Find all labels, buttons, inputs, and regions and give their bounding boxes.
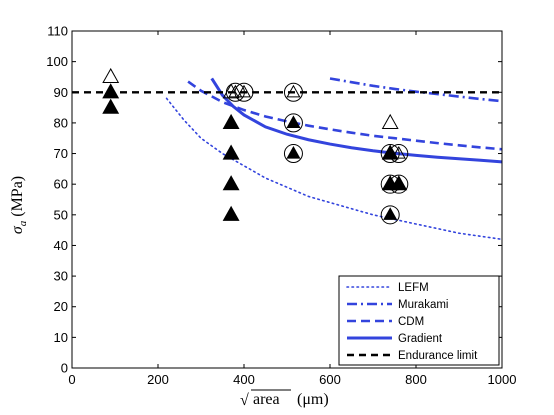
y-tick-label: 100 [46, 54, 68, 69]
y-axis-title: σa (MPa) [9, 176, 29, 234]
open-triangle-marker [286, 84, 301, 98]
y-axis-symbol: σ [9, 225, 26, 234]
series-murakami [329, 77, 502, 103]
x-axis-unit: (μm) [297, 391, 329, 408]
filled-triangle-marker [222, 175, 240, 191]
y-axis-subscript: a [17, 220, 29, 226]
circle-marker [380, 144, 400, 164]
y-tick-label: 90 [54, 85, 68, 100]
legend-label-lefm: LEFM [398, 282, 429, 294]
y-tick-label: 50 [54, 207, 68, 222]
open-triangle-marker [228, 84, 243, 98]
x-tick-label: 200 [147, 372, 169, 387]
circle-marker [283, 113, 303, 133]
marker-layer [102, 67, 409, 225]
y-tick-label: 30 [54, 269, 68, 284]
filled-triangle-marker [222, 144, 240, 160]
legend-label-cdm: CDM [398, 316, 424, 328]
filled-triangle-marker [222, 205, 240, 221]
legend-label-murakami: Murakami [398, 299, 448, 311]
open-triangle-marker [236, 84, 252, 98]
legend-label-gradient: Gradient [398, 333, 443, 345]
y-tick-label: 10 [54, 330, 68, 345]
circle-marker [234, 82, 254, 102]
open-triangle-marker [222, 83, 240, 99]
circle-marker [225, 82, 245, 102]
series-cdm [187, 80, 502, 151]
y-axis-unit: (MPa) [9, 176, 26, 217]
filled-triangle-marker [383, 146, 398, 159]
x-axis-title: √ area (μm) [240, 389, 329, 409]
filled-triangle-marker [102, 98, 120, 114]
filled-triangle-marker [286, 146, 301, 159]
circle-marker [283, 82, 303, 102]
legend-label-endurance-limit: Endurance limit [398, 350, 478, 362]
circle-marker [380, 205, 400, 225]
series-lefm [165, 97, 502, 241]
y-tick-label: 20 [54, 299, 68, 314]
x-axis-radical: √ [240, 392, 249, 409]
legend: LEFM Murakami CDM Gradient Endurance limit [338, 275, 500, 366]
axis-ticks: 0 200 400 600 800 1000 0 10 20 30 40 50 60 70 80 90 100 1… [46, 24, 516, 388]
x-tick-label: 0 [68, 372, 75, 387]
filled-triangle-marker [222, 113, 240, 130]
series-layer [72, 77, 502, 241]
y-tick-label: 0 [61, 361, 68, 376]
y-tick-label: 70 [54, 146, 68, 161]
y-tick-label: 80 [54, 115, 68, 130]
open-triangle-marker [102, 67, 120, 84]
open-triangle-marker [381, 113, 399, 130]
y-tick-label: 40 [54, 238, 68, 253]
x-tick-label: 1000 [488, 372, 517, 387]
y-tick-label: 60 [54, 177, 68, 192]
x-tick-label: 400 [233, 372, 255, 387]
x-axis-radicand: area [253, 391, 280, 408]
series-gradient [210, 77, 502, 164]
plot-frame [71, 30, 503, 369]
circle-marker [389, 174, 409, 194]
y-tick-label: 110 [47, 24, 68, 39]
filled-triangle-marker [383, 207, 398, 220]
open-triangle-marker [391, 146, 406, 159]
filled-triangle-marker [102, 83, 120, 99]
filled-triangle-marker [391, 176, 406, 190]
circle-marker [283, 144, 303, 164]
filled-triangle-marker [286, 115, 301, 128]
x-tick-label: 800 [405, 372, 427, 387]
x-tick-label: 600 [319, 372, 341, 387]
